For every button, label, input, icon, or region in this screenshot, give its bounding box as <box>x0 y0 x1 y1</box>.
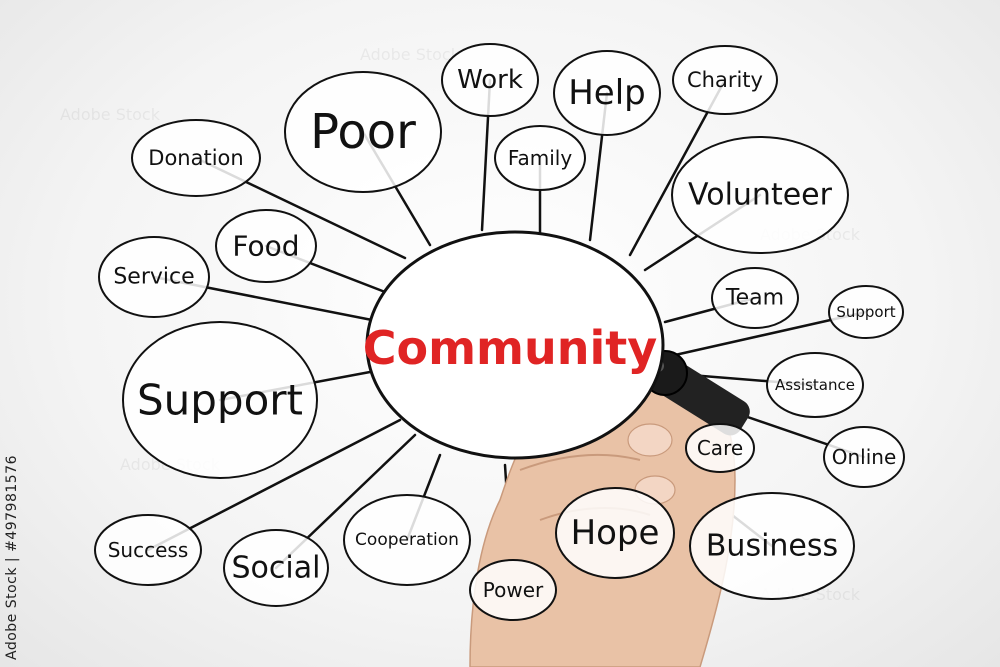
node-success: Success <box>94 514 202 586</box>
node-label-assistance: Assistance <box>775 376 855 394</box>
node-charity: Charity <box>672 45 778 115</box>
node-label-cooperation: Cooperation <box>355 530 459 550</box>
node-volunteer: Volunteer <box>671 136 849 254</box>
node-family: Family <box>494 125 586 191</box>
node-bubble <box>823 426 905 488</box>
node-bubble <box>494 125 586 191</box>
node-label-support: Support <box>137 376 303 425</box>
node-assistance: Assistance <box>766 352 864 418</box>
node-label-online: Online <box>832 445 897 469</box>
node-help: Help <box>553 50 661 136</box>
node-label-power: Power <box>483 578 544 602</box>
stock-id-text: Adobe Stock | #497981576 <box>4 455 20 660</box>
node-bubble <box>469 559 557 621</box>
node-label-family: Family <box>508 146 573 170</box>
svg-text:Adobe Stock: Adobe Stock <box>360 45 461 64</box>
node-support-small: Support <box>828 285 904 339</box>
node-bubble <box>671 136 849 254</box>
node-bubble <box>711 267 799 329</box>
node-food: Food <box>215 209 317 283</box>
node-label-charity: Charity <box>687 68 763 92</box>
node-label-donation: Donation <box>148 146 243 170</box>
node-bubble <box>94 514 202 586</box>
node-bubble <box>284 71 442 193</box>
svg-text:Adobe Stock: Adobe Stock <box>60 105 161 124</box>
node-bubble <box>553 50 661 136</box>
node-bubble <box>766 352 864 418</box>
node-label-hope: Hope <box>571 513 660 553</box>
node-label-volunteer: Volunteer <box>688 178 833 213</box>
node-social: Social <box>223 529 329 607</box>
node-hope: Hope <box>555 487 675 579</box>
node-label-support-small: Support <box>836 303 895 321</box>
node-donation: Donation <box>131 119 261 197</box>
node-bubble <box>215 209 317 283</box>
node-bubble <box>828 285 904 339</box>
node-cooperation: Cooperation <box>343 494 471 586</box>
node-bubble <box>131 119 261 197</box>
node-label-work: Work <box>457 65 523 95</box>
node-service: Service <box>98 236 210 318</box>
node-label-service: Service <box>113 265 194 290</box>
center-node: Community <box>363 230 665 460</box>
node-label-care: Care <box>697 436 743 460</box>
center-label: Community <box>363 321 657 375</box>
node-power: Power <box>469 559 557 621</box>
node-online: Online <box>823 426 905 488</box>
node-care: Care <box>685 423 755 473</box>
node-label-success: Success <box>108 538 189 562</box>
node-label-food: Food <box>232 230 299 263</box>
node-label-team: Team <box>725 286 784 311</box>
node-support: Support <box>122 321 318 479</box>
node-label-business: Business <box>706 529 838 564</box>
node-bubble <box>122 321 318 479</box>
node-business: Business <box>689 492 855 600</box>
node-poor: Poor <box>284 71 442 193</box>
node-bubble <box>223 529 329 607</box>
node-shapes: Work Help Charity Poor Family Donation Volunte… <box>94 43 905 621</box>
node-work: Work <box>441 43 539 117</box>
node-team: Team <box>711 267 799 329</box>
node-bubble <box>689 492 855 600</box>
node-label-social: Social <box>232 551 321 586</box>
node-label-poor: Poor <box>310 104 416 160</box>
node-bubble <box>672 45 778 115</box>
node-bubble <box>441 43 539 117</box>
node-bubble <box>555 487 675 579</box>
node-bubble <box>685 423 755 473</box>
node-bubble <box>98 236 210 318</box>
node-bubble <box>343 494 471 586</box>
node-label-help: Help <box>568 73 646 113</box>
